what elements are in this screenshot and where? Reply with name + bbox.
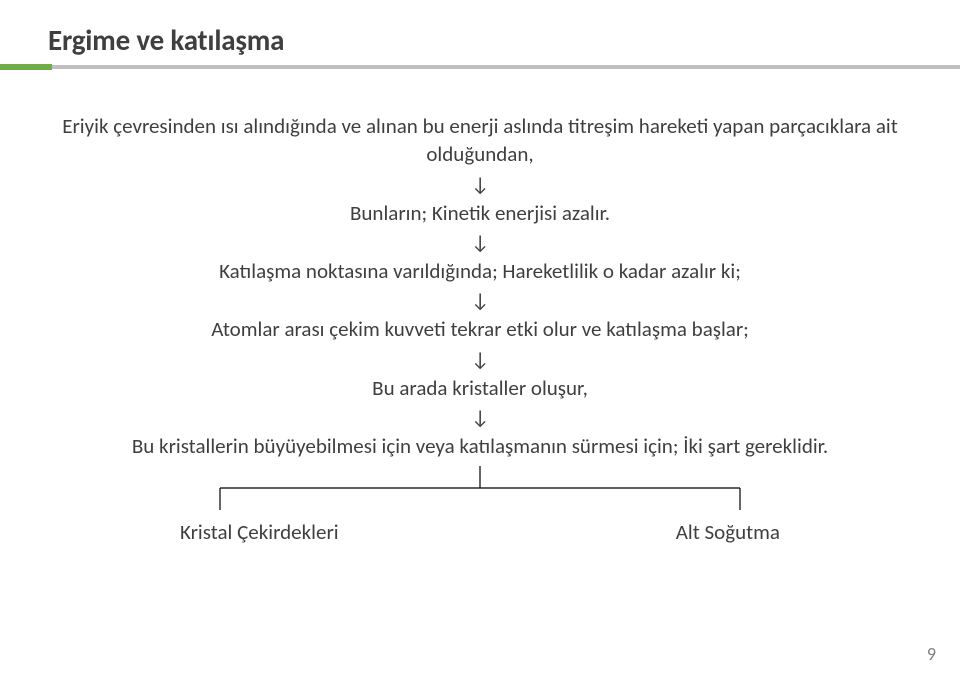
flow-diagram: Eriyik çevresinden ısı alındığında ve al… [48,112,912,547]
flow-step: Katılaşma noktasına varıldığında; Hareke… [48,257,912,285]
flow-step: Eriyik çevresinden ısı alındığında ve al… [48,112,912,169]
branch-label-right: Alt Soğutma [676,518,780,546]
branch-labels: Kristal Çekirdekleri Alt Soğutma [190,518,770,546]
flow-step: Atomlar arası çekim kuvveti tekrar etki … [48,315,912,343]
down-arrow-icon: ↓ [48,408,912,428]
title-underline [48,64,912,70]
branch-connector [219,466,741,512]
down-arrow-icon: ↓ [48,350,912,370]
page-number: 9 [927,643,936,665]
flow-step: Bu kristallerin büyüyebilmesi için veya … [48,432,912,460]
branch-label-left: Kristal Çekirdekleri [180,518,339,546]
down-arrow-icon: ↓ [48,175,912,195]
flow-step: Bunların; Kinetik enerjisi azalır. [48,199,912,227]
accent-bar [0,64,52,70]
flow-step: Bu arada kristaller oluşur, [48,374,912,402]
underline-bar [52,65,960,69]
page-title: Ergime ve katılaşma [48,22,912,58]
down-arrow-icon: ↓ [48,291,912,311]
down-arrow-icon: ↓ [48,233,912,253]
